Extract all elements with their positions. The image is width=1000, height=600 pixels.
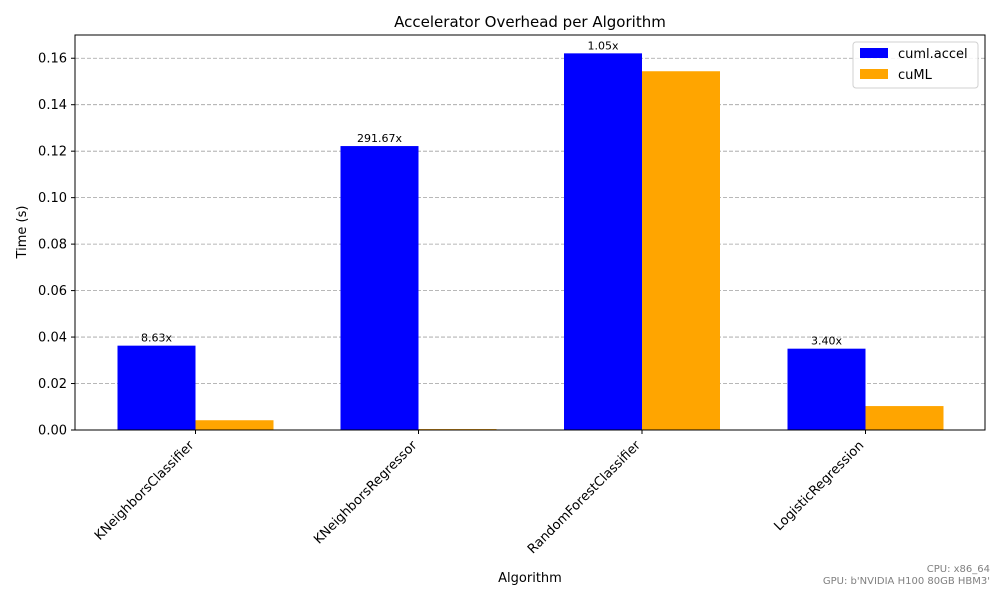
y-tick-label: 0.00 — [38, 424, 67, 439]
bar-cuml — [195, 420, 274, 430]
y-tick-label: 0.02 — [38, 377, 67, 392]
y-tick-label: 0.04 — [38, 331, 67, 346]
annotations-group: 8.63x 291.67x 1.05x 3.40x — [141, 39, 842, 347]
y-tick-label: 0.10 — [38, 191, 67, 206]
x-tick-label: KNeighborsRegressor — [311, 438, 421, 548]
x-tick-label: LogisticRegression — [771, 438, 867, 534]
y-tick-label: 0.08 — [38, 238, 67, 253]
x-tick-label: KNeighborsClassifier — [92, 438, 198, 544]
legend-swatch — [860, 48, 888, 58]
y-tick-label: 0.16 — [38, 52, 67, 67]
speedup-label: 1.05x — [587, 39, 618, 52]
speedup-label: 8.63x — [141, 332, 172, 345]
legend-swatch — [860, 69, 888, 79]
bar-cuml — [865, 406, 944, 430]
gpu-info: GPU: b'NVIDIA H100 80GB HBM3' — [822, 576, 990, 587]
bar-cuml — [642, 71, 720, 430]
x-tick-label: RandomForestClassifier — [525, 438, 644, 557]
bars-group — [117, 53, 944, 431]
bar-cuml-accel — [117, 345, 196, 430]
x-axis-label: Algorithm — [498, 571, 562, 586]
legend-label: cuml.accel — [898, 47, 968, 62]
y-axis-label: Time (s) — [15, 206, 30, 260]
y-tick-label: 0.06 — [38, 284, 67, 299]
bar-cuml-accel — [787, 348, 866, 430]
speedup-label: 3.40x — [811, 335, 842, 348]
bar-cuml-accel — [564, 53, 642, 430]
chart-title: Accelerator Overhead per Algorithm — [394, 13, 666, 31]
speedup-label: 291.67x — [357, 132, 402, 145]
legend: cuml.accel cuML — [852, 41, 979, 89]
y-tick-label: 0.12 — [38, 145, 67, 160]
bar-cuml-accel — [340, 146, 419, 431]
y-tick-label: 0.14 — [38, 98, 67, 113]
plot-frame — [74, 34, 986, 431]
legend-label: cuML — [898, 68, 933, 83]
cpu-info: CPU: x86_64 — [926, 564, 990, 575]
x-axis: KNeighborsClassifier KNeighborsRegressor R… — [92, 430, 867, 557]
y-axis: 0.00 0.02 0.04 0.06 0.08 0.10 0.12 0.14 0.16 — [38, 52, 75, 439]
